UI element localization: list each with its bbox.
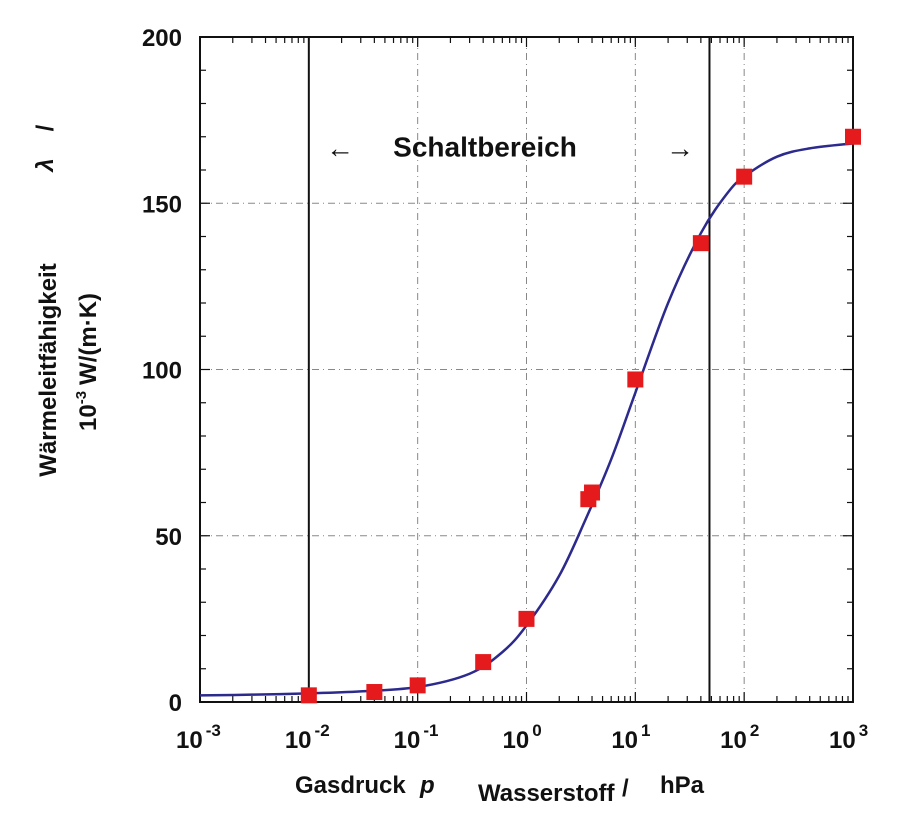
data-points-series	[300, 128, 861, 704]
data-point	[300, 687, 317, 704]
data-point	[366, 684, 383, 701]
x-axis-subscript: Wasserstoff	[478, 780, 615, 807]
x-tick-label: 10 1	[611, 721, 650, 754]
y-axis-slash: /	[32, 124, 59, 131]
y-tick-label: 200	[142, 25, 182, 52]
data-point	[518, 610, 535, 627]
annotation: ← Schaltbereich →	[326, 132, 694, 164]
y-axis-title: Wärmeleitfähigkeit λ / 10-3W/(m·K)	[32, 124, 102, 476]
x-tick-label: 10 3	[829, 721, 868, 754]
left-arrow-icon: ←	[326, 133, 354, 164]
x-axis-title-main: Gasdruck	[295, 772, 406, 799]
x-tick-label: 10 -1	[394, 721, 439, 754]
y-tick-label: 150	[142, 191, 182, 218]
x-axis-title: Gasdruck p Wasserstoff / hPa	[295, 772, 705, 807]
switching-range-lines	[307, 37, 711, 702]
y-axis-symbol: λ	[32, 158, 59, 173]
y-tick-label: 50	[155, 524, 182, 551]
data-point	[627, 371, 644, 388]
x-tick-label: 10 0	[503, 721, 542, 754]
x-axis-symbol: p	[419, 772, 435, 799]
data-point	[409, 677, 426, 694]
y-axis-unit: 10-3W/(m·K)	[73, 293, 102, 431]
x-axis-unit: hPa	[660, 772, 705, 799]
x-tick-label: 10 2	[720, 721, 759, 754]
right-arrow-icon: →	[666, 133, 694, 164]
tick-labels: 0 50 100 150 200 10 -3 10 -2 10 -1 10 0 10 1 10 2 10 3	[142, 25, 868, 754]
grid	[200, 37, 853, 702]
data-point	[475, 654, 492, 671]
x-tick-label: 10 -3	[176, 721, 221, 754]
data-point	[736, 168, 753, 185]
data-point	[692, 235, 709, 252]
y-tick-label: 0	[169, 690, 182, 717]
y-tick-label: 100	[142, 358, 182, 385]
y-axis-title-main: Wärmeleitfähigkeit	[35, 263, 62, 476]
x-axis-slash: /	[622, 775, 629, 802]
data-point	[584, 484, 601, 501]
data-point	[845, 128, 861, 145]
x-tick-label: 10 -2	[285, 721, 330, 754]
annotation-label: Schaltbereich	[393, 132, 577, 163]
